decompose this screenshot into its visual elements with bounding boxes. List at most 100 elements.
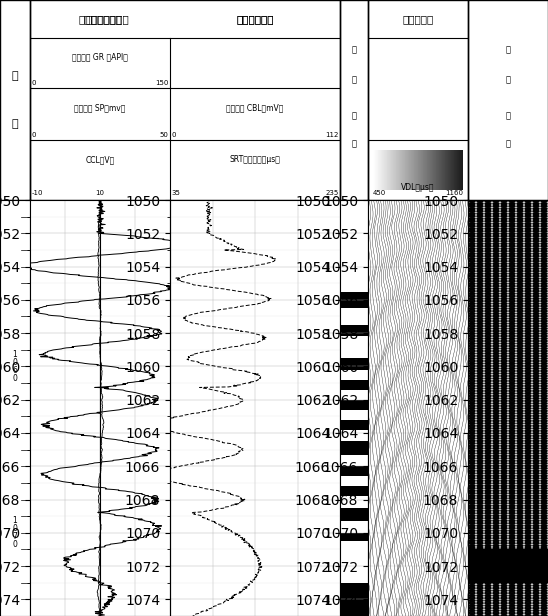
Ellipse shape	[493, 273, 499, 275]
Ellipse shape	[517, 200, 523, 202]
Ellipse shape	[493, 383, 499, 384]
Ellipse shape	[469, 445, 475, 447]
Ellipse shape	[533, 262, 539, 265]
Ellipse shape	[493, 347, 499, 349]
Ellipse shape	[493, 535, 499, 537]
Ellipse shape	[501, 590, 507, 591]
Ellipse shape	[525, 208, 531, 209]
Ellipse shape	[541, 615, 547, 616]
Ellipse shape	[469, 418, 475, 419]
Ellipse shape	[541, 200, 547, 202]
Ellipse shape	[525, 425, 531, 427]
Ellipse shape	[541, 465, 547, 467]
Ellipse shape	[525, 592, 531, 594]
Ellipse shape	[485, 235, 491, 237]
Ellipse shape	[533, 312, 539, 315]
Ellipse shape	[517, 352, 523, 354]
Ellipse shape	[541, 310, 547, 312]
Ellipse shape	[469, 520, 475, 522]
Ellipse shape	[493, 305, 499, 307]
Ellipse shape	[469, 587, 475, 589]
Ellipse shape	[525, 482, 531, 484]
Ellipse shape	[477, 537, 483, 539]
Ellipse shape	[509, 333, 515, 334]
Ellipse shape	[501, 415, 507, 417]
Ellipse shape	[509, 517, 515, 519]
Ellipse shape	[541, 307, 547, 309]
Ellipse shape	[509, 280, 515, 282]
Ellipse shape	[477, 325, 483, 327]
Ellipse shape	[509, 208, 515, 209]
Ellipse shape	[501, 338, 507, 339]
Ellipse shape	[533, 293, 539, 294]
Ellipse shape	[533, 423, 539, 424]
Ellipse shape	[533, 360, 539, 362]
Ellipse shape	[541, 525, 547, 527]
Ellipse shape	[541, 315, 547, 317]
Ellipse shape	[493, 435, 499, 437]
Ellipse shape	[533, 255, 539, 257]
Ellipse shape	[485, 442, 491, 444]
Ellipse shape	[541, 542, 547, 544]
Ellipse shape	[509, 325, 515, 327]
Ellipse shape	[469, 357, 475, 360]
Ellipse shape	[525, 365, 531, 367]
Ellipse shape	[493, 482, 499, 484]
Ellipse shape	[533, 485, 539, 487]
Ellipse shape	[541, 352, 547, 354]
Ellipse shape	[517, 605, 523, 607]
Ellipse shape	[541, 610, 547, 612]
Ellipse shape	[541, 293, 547, 294]
Ellipse shape	[477, 223, 483, 225]
Ellipse shape	[509, 248, 515, 249]
Ellipse shape	[517, 397, 523, 399]
Ellipse shape	[501, 342, 507, 344]
Ellipse shape	[541, 530, 547, 532]
Ellipse shape	[509, 253, 515, 254]
Ellipse shape	[509, 352, 515, 354]
Ellipse shape	[517, 253, 523, 254]
Ellipse shape	[485, 460, 491, 462]
Ellipse shape	[469, 323, 475, 325]
Ellipse shape	[517, 497, 523, 499]
Ellipse shape	[509, 221, 515, 222]
Ellipse shape	[477, 465, 483, 467]
Ellipse shape	[485, 375, 491, 377]
Ellipse shape	[477, 455, 483, 457]
Ellipse shape	[469, 465, 475, 467]
Ellipse shape	[541, 350, 547, 352]
Ellipse shape	[469, 333, 475, 334]
Ellipse shape	[509, 440, 515, 442]
Ellipse shape	[469, 350, 475, 352]
Ellipse shape	[477, 402, 483, 404]
Ellipse shape	[509, 275, 515, 277]
Text: 界: 界	[351, 111, 357, 121]
Text: 235: 235	[325, 190, 339, 196]
Ellipse shape	[493, 452, 499, 454]
Ellipse shape	[541, 347, 547, 349]
Ellipse shape	[517, 463, 523, 464]
Ellipse shape	[509, 340, 515, 342]
Ellipse shape	[509, 243, 515, 245]
Ellipse shape	[517, 535, 523, 537]
Ellipse shape	[469, 347, 475, 349]
Ellipse shape	[493, 200, 499, 202]
Ellipse shape	[533, 320, 539, 322]
Ellipse shape	[525, 333, 531, 334]
Ellipse shape	[541, 437, 547, 439]
Ellipse shape	[541, 360, 547, 362]
Ellipse shape	[493, 375, 499, 377]
Ellipse shape	[517, 495, 523, 496]
Ellipse shape	[469, 380, 475, 382]
Ellipse shape	[517, 368, 523, 370]
Ellipse shape	[477, 370, 483, 372]
Ellipse shape	[477, 352, 483, 354]
Ellipse shape	[501, 407, 507, 410]
Ellipse shape	[501, 203, 507, 205]
Ellipse shape	[509, 385, 515, 387]
Ellipse shape	[541, 495, 547, 496]
Ellipse shape	[509, 360, 515, 362]
Ellipse shape	[477, 532, 483, 534]
Ellipse shape	[469, 378, 475, 379]
Ellipse shape	[477, 468, 483, 469]
